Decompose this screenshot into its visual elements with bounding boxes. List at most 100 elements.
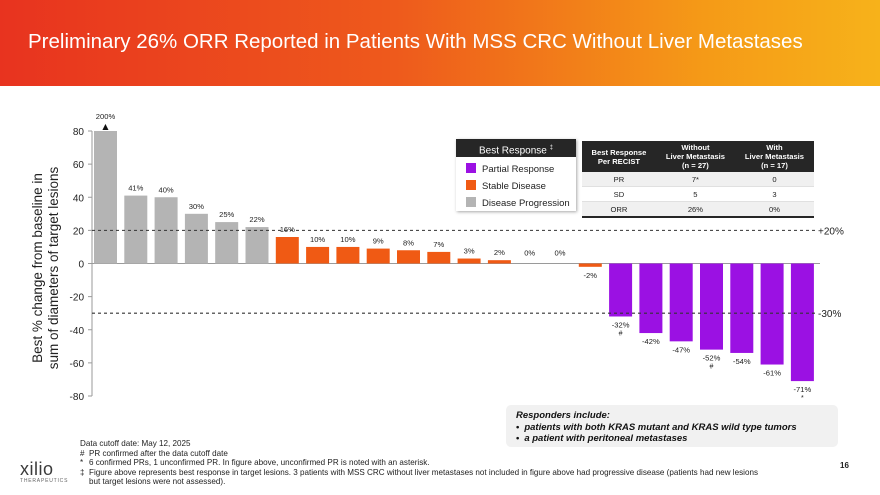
y-axis-title: Best % change from baseline in [30, 173, 45, 363]
data-label-note: # [619, 331, 623, 338]
data-label: -71% [794, 385, 812, 394]
bar-disease-progression [184, 213, 208, 264]
bar-disease-progression [124, 195, 148, 264]
data-label: -42% [642, 337, 660, 346]
data-label: 7% [433, 240, 444, 249]
table-cell: PR [582, 172, 656, 187]
bar-stable-disease [457, 258, 481, 264]
bar-stable-disease [366, 248, 390, 264]
table-cell: 26% [655, 201, 735, 218]
responders-callout: Responders include: patients with both K… [506, 405, 838, 447]
table-row: ORR 26% 0% [582, 201, 814, 218]
bar-partial-response [609, 263, 633, 317]
responders-heading: Responders include: [516, 410, 610, 421]
y-axis-title: sum of diameters of target lesions [46, 166, 61, 369]
data-label: 41% [128, 184, 143, 193]
bar-partial-response [639, 263, 663, 334]
y-tick-label: -40 [70, 326, 85, 337]
page-title: Preliminary 26% ORR Reported in Patients… [28, 30, 803, 53]
table-cell: 5 [655, 186, 735, 202]
data-label: 9% [373, 237, 384, 246]
y-tick-label: -60 [70, 359, 85, 370]
legend-swatch [466, 180, 476, 190]
data-label: 3% [464, 247, 475, 256]
y-tick-label: 80 [73, 127, 85, 138]
table-header-row: Best Response Per RECIST Without Liver Met… [582, 141, 814, 172]
table-cell: 0% [734, 201, 814, 218]
table-cell: SD [582, 186, 656, 202]
data-label: 40% [158, 185, 173, 194]
company-logo: xilio THERAPEUTICS [20, 459, 68, 484]
footnotes: Data cutoff date: May 12, 2025 # PR confi… [80, 439, 760, 487]
data-label: 0% [555, 249, 566, 258]
data-label: 200% [96, 112, 116, 121]
y-tick-label: -20 [70, 293, 85, 304]
bar-stable-disease [275, 237, 299, 264]
bar-partial-response [790, 263, 814, 382]
data-label: 30% [189, 202, 204, 211]
legend-item-disease-progression: Disease Progression [466, 197, 570, 209]
table-cell: ORR [582, 201, 656, 218]
table-row: SD 5 3 [582, 186, 814, 202]
data-cutoff-note: Data cutoff date: May 12, 2025 [80, 439, 191, 448]
legend-title: Best Response ‡ [456, 139, 576, 157]
title-banner: Preliminary 26% ORR Reported in Patients… [0, 0, 880, 86]
y-tick-label: 40 [73, 193, 85, 204]
bar-disease-progression [215, 222, 239, 264]
data-label: 10% [340, 235, 355, 244]
data-label: 16% [280, 225, 295, 234]
bar-stable-disease [578, 263, 602, 267]
overflow-marker: ▲ [102, 122, 109, 131]
bar-stable-disease [306, 246, 330, 264]
footnote: * 6 confirmed PRs, 1 unconfirmed PR. In f… [80, 458, 430, 467]
page-number: 16 [840, 461, 849, 470]
list-item: a patient with peritoneal metastases [516, 433, 797, 444]
table-cell: 3 [734, 186, 814, 202]
responders-list: patients with both KRAS mutant and KRAS … [516, 422, 797, 444]
data-label: -47% [672, 345, 690, 354]
bar-partial-response [730, 263, 754, 353]
y-tick-label: -80 [70, 392, 85, 403]
table-cell: 7* [655, 172, 735, 187]
table-cell: 0 [734, 172, 814, 187]
bar-partial-response [760, 263, 784, 365]
data-label: 22% [249, 215, 264, 224]
response-table: Best Response Per RECIST Without Liver Met… [582, 141, 814, 218]
y-tick-label: 0 [78, 260, 84, 271]
y-tick-label: 60 [73, 160, 85, 171]
table-header: Best Response Per RECIST [582, 141, 656, 172]
bar-stable-disease [397, 250, 420, 264]
legend-item-partial-response: Partial Response [466, 163, 554, 175]
data-label: -61% [763, 369, 781, 378]
data-label: -32% [612, 321, 630, 330]
list-item: patients with both KRAS mutant and KRAS … [516, 422, 796, 433]
footnote: ‡ Figure above represents best response i… [80, 467, 758, 487]
bar-disease-progression [94, 131, 117, 264]
data-label: -54% [733, 357, 751, 366]
bar-stable-disease [336, 246, 360, 264]
data-label: 0% [524, 249, 535, 258]
chart-legend: Best Response ‡ Partial Response Stable … [456, 139, 576, 211]
data-label: -2% [584, 271, 598, 280]
data-label: 8% [403, 238, 414, 247]
logo-subtitle: THERAPEUTICS [20, 478, 69, 484]
data-label-note: * [801, 395, 804, 402]
bar-partial-response [700, 263, 723, 350]
data-label-note: # [710, 364, 714, 371]
table-header: Without Liver Metastasis (n = 27) [655, 141, 735, 172]
bar-stable-disease [427, 251, 451, 264]
data-label: 2% [494, 248, 505, 257]
legend-swatch [466, 163, 476, 173]
bar-disease-progression [245, 227, 269, 264]
logo-wordmark: xilio [20, 459, 54, 479]
data-label: -52% [703, 354, 721, 363]
data-label: 25% [219, 210, 234, 219]
footnote: # PR confirmed after the data cutoff date [80, 448, 228, 458]
reference-line-label: +20% [818, 226, 844, 237]
y-tick-label: 20 [73, 226, 85, 237]
legend-swatch [466, 197, 476, 207]
table-row: PR 7* 0 [582, 172, 814, 187]
data-label: 10% [310, 235, 325, 244]
bar-stable-disease [487, 260, 511, 264]
